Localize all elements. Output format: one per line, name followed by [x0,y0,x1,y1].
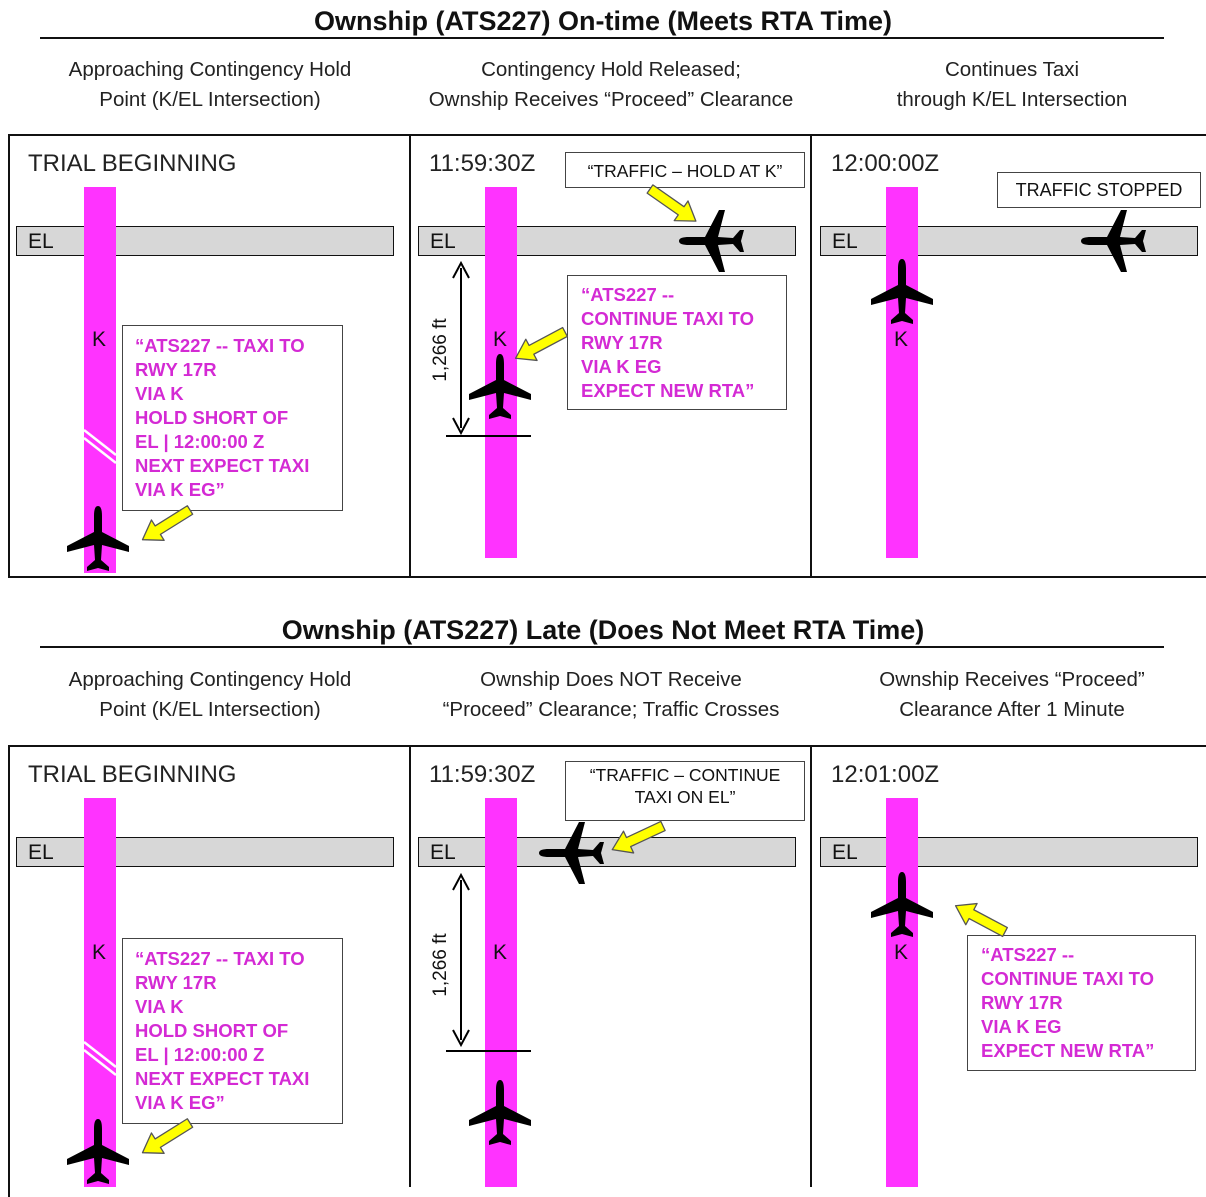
road-label: EL [430,230,456,253]
taxiway-k-label: K [92,328,107,351]
panel-label: 11:59:30Z [429,761,536,788]
clearance-box [122,325,343,511]
panel-label: 12:00:00Z [831,150,940,177]
section-title-late: Ownship (ATS227) Late (Does Not Meet RTA… [281,615,925,645]
distance-marker [446,260,531,437]
traffic-message: “TRAFFIC – CONTINUE TAXI ON EL” [565,761,805,821]
panel-divider [810,136,812,576]
clearance-box [122,938,343,1124]
panel-subtitle: Contingency Hold Released; Ownship Recei… [428,58,794,111]
aircraft-icon [539,822,604,884]
taxiway-el [820,837,1198,867]
panel-label: TRIAL BEGINNING [28,150,237,177]
distance-label: 1,266 ft [430,318,451,382]
panel-label: 11:59:30Z [429,150,536,177]
panel-subtitle: Continues Taxi through K/EL Intersection [896,58,1128,111]
aircraft-icon [67,506,129,571]
clearance-text: “ATS227 -- CONTINUE TAXI TO RWY 17R VIA … [581,284,755,401]
panel-label: TRIAL BEGINNING [28,761,237,788]
taxiway-el [820,226,1198,256]
panel-subtitle: Approaching Contingency Hold Point (K/EL… [68,58,352,111]
traffic-message: “TRAFFIC – HOLD AT K” [565,152,805,188]
road-label: EL [832,230,858,253]
distance-marker [446,872,531,1052]
aircraft-icon [871,259,933,324]
hold-short-marking [83,429,117,1076]
traffic-message: TRAFFIC STOPPED [997,172,1201,208]
taxiway-k [886,187,918,558]
aircraft-icon [1081,210,1146,272]
panel-frame [8,745,1206,1197]
clearance-text: “ATS227 -- TAXI TO RWY 17R VIA K HOLD SH… [135,948,310,1113]
road-label: EL [28,230,54,253]
panel-divider [409,747,411,1187]
arrow-icon [949,894,1012,944]
taxiway-k [886,798,918,1187]
road-label: EL [430,841,456,864]
arrow-icon [135,1112,198,1164]
taxiway-k-label: K [92,941,107,964]
taxiway-el [418,837,796,867]
clearance-text: “ATS227 -- CONTINUE TAXI TO RWY 17R VIA … [981,944,1155,1061]
section-title-ontime: Ownship (ATS227) On-time (Meets RTA Time… [313,6,893,36]
taxiway-k-label: K [493,328,508,351]
aircraft-icon [67,1119,129,1184]
taxiway-el [16,226,394,256]
panel-subtitle: Ownship Does NOT Receive “Proceed” Clear… [442,668,780,721]
taxiway-k-label: K [894,328,909,351]
arrow-icon [135,499,198,551]
panel-subtitle: Ownship Receives “Proceed” Clearance Aft… [879,668,1145,721]
panel-divider [409,136,411,576]
arrow-icon [642,178,704,232]
distance-label: 1,266 ft [430,933,451,997]
taxiway-el [16,837,394,867]
arrow-icon [606,814,669,862]
aircraft-icon [469,354,531,419]
road-label: EL [832,841,858,864]
taxiway-k-label: K [493,941,508,964]
aircraft-icon [469,1080,531,1145]
section-rule [40,646,1164,648]
section-rule [40,37,1164,39]
panel-frame [8,134,1206,578]
panel-subtitle: Approaching Contingency Hold Point (K/EL… [68,668,352,721]
panel-divider [810,747,812,1187]
clearance-text: “ATS227 -- TAXI TO RWY 17R VIA K HOLD SH… [135,335,310,500]
road-label: EL [28,841,54,864]
aircraft-icon [871,872,933,937]
arrow-icon [509,320,572,370]
clearance-box [567,275,787,410]
panel-label: 12:01:00Z [831,761,940,788]
clearance-box [967,935,1196,1071]
taxiway-k-label: K [894,941,909,964]
